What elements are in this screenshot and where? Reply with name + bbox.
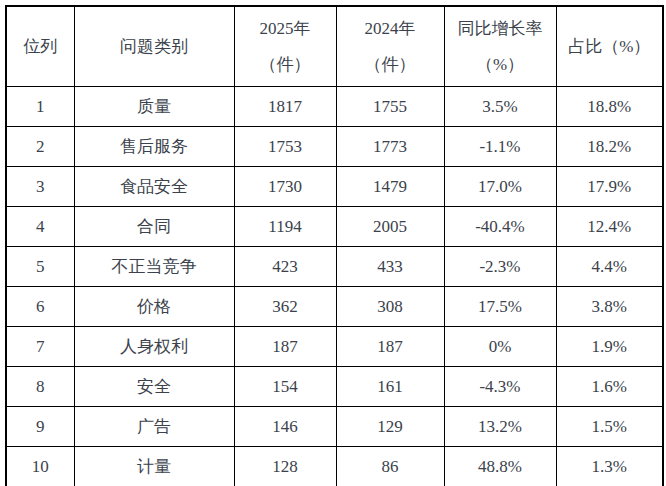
complaint-statistics-table: 位列 问题类别 2025年 （件） 2024年 （件） 同比增长率 （% bbox=[5, 5, 664, 486]
rank-cell: 5 bbox=[6, 247, 74, 287]
count-2025-cell: 1753 bbox=[234, 127, 336, 167]
category-cell: 广告 bbox=[74, 407, 234, 447]
yoy-cell: -4.3% bbox=[444, 367, 556, 407]
category-cell: 不正当竞争 bbox=[74, 247, 234, 287]
category-cell: 安全 bbox=[74, 367, 234, 407]
count-2025-cell: 187 bbox=[234, 327, 336, 367]
table-body: 1 质量 1817 1755 3.5% 18.8% 2 售后服务 1753 17… bbox=[6, 87, 663, 486]
category-cell: 售后服务 bbox=[74, 127, 234, 167]
rank-cell: 4 bbox=[6, 207, 74, 247]
count-2025-cell: 146 bbox=[234, 407, 336, 447]
share-cell: 12.4% bbox=[556, 207, 663, 247]
document-page: 位列 问题类别 2025年 （件） 2024年 （件） 同比增长率 （% bbox=[0, 0, 666, 486]
count-2024-cell: 1479 bbox=[336, 167, 444, 207]
header-row: 位列 问题类别 2025年 （件） 2024年 （件） 同比增长率 （% bbox=[6, 6, 663, 87]
share-cell: 1.5% bbox=[556, 407, 663, 447]
header-line: （件） bbox=[235, 47, 336, 83]
category-cell: 食品安全 bbox=[74, 167, 234, 207]
count-2025-cell: 1817 bbox=[234, 87, 336, 127]
count-2024-cell: 86 bbox=[336, 447, 444, 486]
table-row: 6 价格 362 308 17.5% 3.8% bbox=[6, 287, 663, 327]
rank-cell: 2 bbox=[6, 127, 74, 167]
table-row: 9 广告 146 129 13.2% 1.5% bbox=[6, 407, 663, 447]
share-cell: 1.6% bbox=[556, 367, 663, 407]
yoy-growth-column-header: 同比增长率 （%） bbox=[444, 6, 556, 87]
yoy-cell: 13.2% bbox=[444, 407, 556, 447]
category-cell: 质量 bbox=[74, 87, 234, 127]
header-line: 位列 bbox=[7, 29, 74, 65]
yoy-cell: 48.8% bbox=[444, 447, 556, 486]
count-2025-cell: 1194 bbox=[234, 207, 336, 247]
count-2024-cell: 308 bbox=[336, 287, 444, 327]
yoy-cell: -2.3% bbox=[444, 247, 556, 287]
table-row: 8 安全 154 161 -4.3% 1.6% bbox=[6, 367, 663, 407]
rank-cell: 7 bbox=[6, 327, 74, 367]
rank-cell: 10 bbox=[6, 447, 74, 486]
rank-cell: 9 bbox=[6, 407, 74, 447]
count-2024-cell: 1773 bbox=[336, 127, 444, 167]
count-2024-cell: 161 bbox=[336, 367, 444, 407]
yoy-cell: -40.4% bbox=[444, 207, 556, 247]
count-2024-cell: 187 bbox=[336, 327, 444, 367]
header-line: （件） bbox=[337, 47, 444, 83]
share-cell: 18.8% bbox=[556, 87, 663, 127]
header-line: 2025年 bbox=[235, 11, 336, 47]
count-2025-cell: 154 bbox=[234, 367, 336, 407]
yoy-cell: 3.5% bbox=[444, 87, 556, 127]
year-2025-column-header: 2025年 （件） bbox=[234, 6, 336, 87]
table-row: 7 人身权利 187 187 0% 1.9% bbox=[6, 327, 663, 367]
yoy-cell: 17.0% bbox=[444, 167, 556, 207]
rank-cell: 1 bbox=[6, 87, 74, 127]
rank-cell: 3 bbox=[6, 167, 74, 207]
table-row: 10 计量 128 86 48.8% 1.3% bbox=[6, 447, 663, 486]
count-2024-cell: 1755 bbox=[336, 87, 444, 127]
header-line: 问题类别 bbox=[75, 29, 234, 65]
count-2025-cell: 1730 bbox=[234, 167, 336, 207]
category-column-header: 问题类别 bbox=[74, 6, 234, 87]
share-cell: 3.8% bbox=[556, 287, 663, 327]
yoy-cell: 17.5% bbox=[444, 287, 556, 327]
share-cell: 1.9% bbox=[556, 327, 663, 367]
share-column-header: 占比（%） bbox=[556, 6, 663, 87]
count-2024-cell: 2005 bbox=[336, 207, 444, 247]
count-2024-cell: 129 bbox=[336, 407, 444, 447]
header-line: 占比（%） bbox=[557, 29, 663, 65]
count-2024-cell: 433 bbox=[336, 247, 444, 287]
count-2025-cell: 362 bbox=[234, 287, 336, 327]
table-header: 位列 问题类别 2025年 （件） 2024年 （件） 同比增长率 （% bbox=[6, 6, 663, 87]
table-row: 5 不正当竞争 423 433 -2.3% 4.4% bbox=[6, 247, 663, 287]
rank-cell: 6 bbox=[6, 287, 74, 327]
yoy-cell: -1.1% bbox=[444, 127, 556, 167]
category-cell: 人身权利 bbox=[74, 327, 234, 367]
share-cell: 4.4% bbox=[556, 247, 663, 287]
share-cell: 1.3% bbox=[556, 447, 663, 486]
rank-cell: 8 bbox=[6, 367, 74, 407]
share-cell: 17.9% bbox=[556, 167, 663, 207]
table-row: 1 质量 1817 1755 3.5% 18.8% bbox=[6, 87, 663, 127]
count-2025-cell: 128 bbox=[234, 447, 336, 486]
category-cell: 计量 bbox=[74, 447, 234, 486]
table-row: 2 售后服务 1753 1773 -1.1% 18.2% bbox=[6, 127, 663, 167]
year-2024-column-header: 2024年 （件） bbox=[336, 6, 444, 87]
header-line: 2024年 bbox=[337, 11, 444, 47]
share-cell: 18.2% bbox=[556, 127, 663, 167]
rank-column-header: 位列 bbox=[6, 6, 74, 87]
category-cell: 合同 bbox=[74, 207, 234, 247]
category-cell: 价格 bbox=[74, 287, 234, 327]
yoy-cell: 0% bbox=[444, 327, 556, 367]
header-line: （%） bbox=[445, 47, 556, 83]
table-row: 4 合同 1194 2005 -40.4% 12.4% bbox=[6, 207, 663, 247]
header-line: 同比增长率 bbox=[445, 11, 556, 47]
count-2025-cell: 423 bbox=[234, 247, 336, 287]
table-row: 3 食品安全 1730 1479 17.0% 17.9% bbox=[6, 167, 663, 207]
